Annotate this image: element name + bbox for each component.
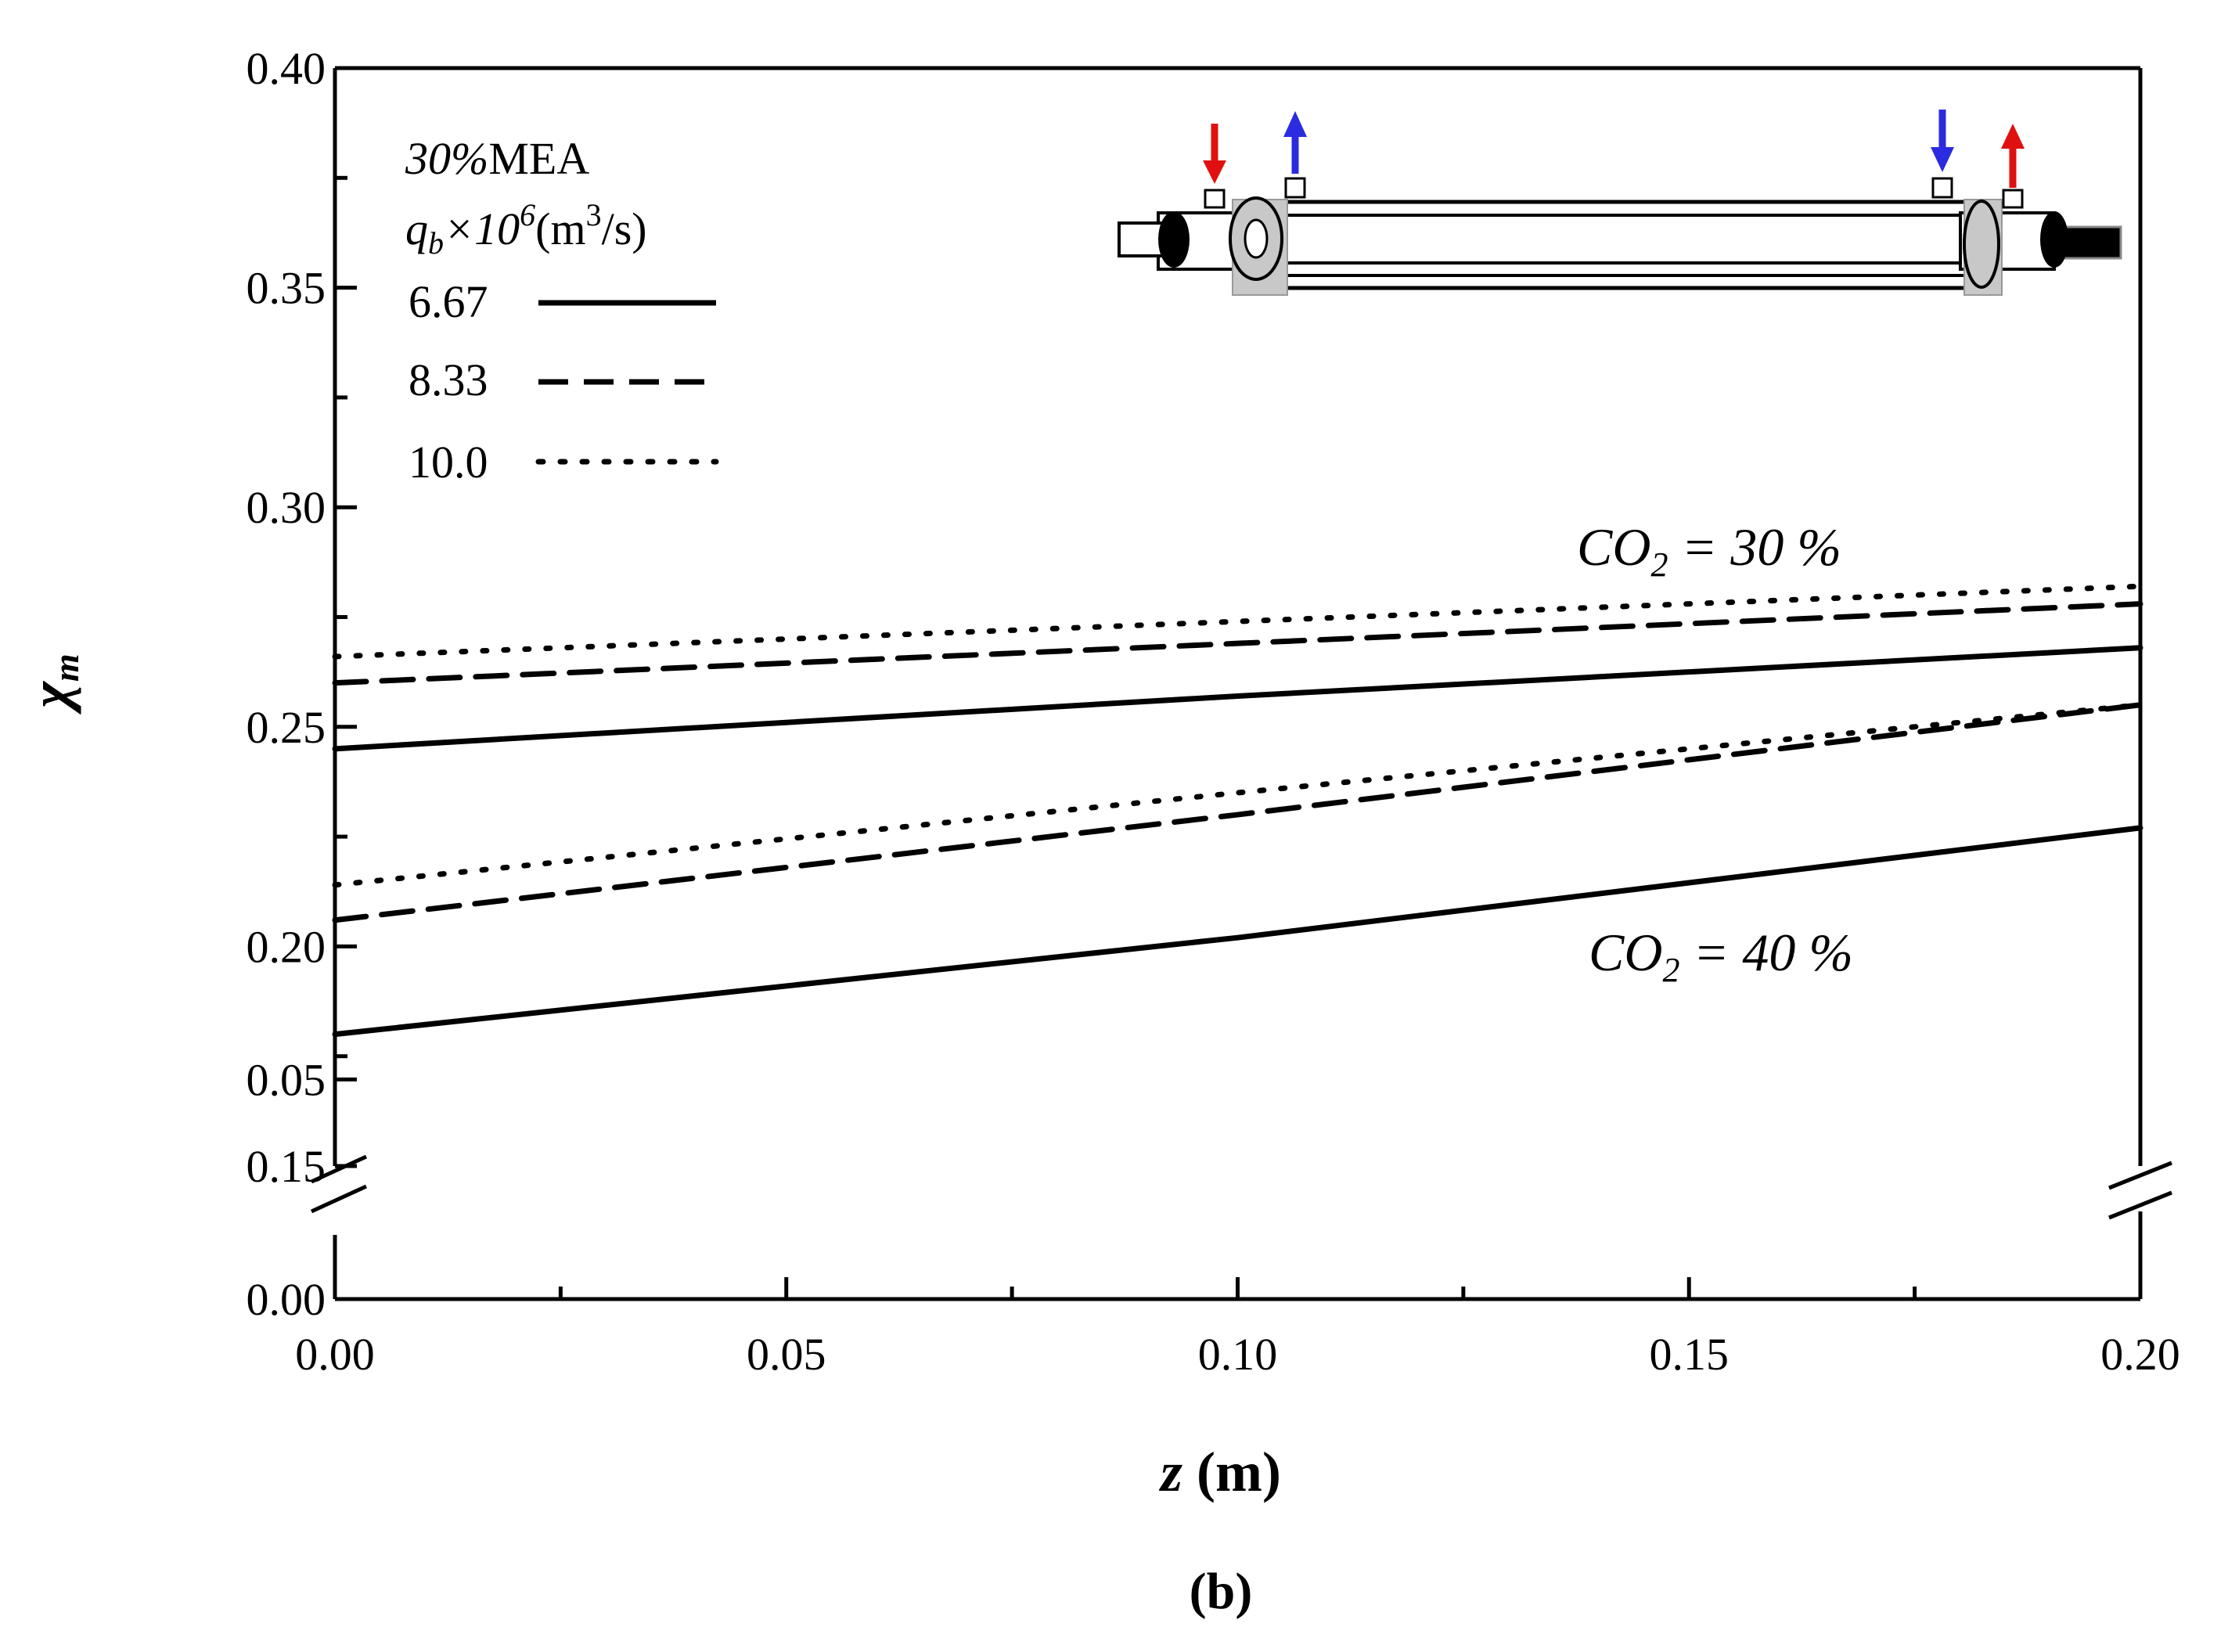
- series-line-solid: [332, 645, 2143, 752]
- x-tick-label: 0.05: [747, 1329, 826, 1380]
- y-tick-label: 0.25: [247, 702, 326, 753]
- y-tick-label: 0.15: [247, 1141, 326, 1192]
- axis-break-mark: [2108, 1161, 2172, 1190]
- figure-caption: (b): [1190, 1563, 1253, 1620]
- axis-break-mark: [310, 1184, 368, 1214]
- x-tick-label: 0.15: [1650, 1329, 1729, 1380]
- port-liquid-out: [2002, 189, 2024, 209]
- x-tick-label: 0.10: [1198, 1329, 1278, 1380]
- series-line-dashed: [332, 601, 2143, 686]
- port-liquid-in: [1204, 189, 1226, 209]
- x-tick-label: 0.20: [2100, 1329, 2180, 1380]
- membrane-module-illustration: [1118, 110, 2122, 296]
- legend-parameter: qb×106(m3/s): [405, 197, 647, 261]
- arrow-up-red-icon: [2001, 124, 2025, 188]
- y-tick-label: 0.35: [247, 263, 326, 314]
- right-plug: [2040, 211, 2068, 268]
- y-tick-label: 0.40: [247, 43, 326, 94]
- series-line-dotted: [332, 702, 2143, 888]
- x-axis-label: z (m): [1158, 1441, 1281, 1503]
- legend-title: 30%MEA: [405, 133, 589, 184]
- annotation-co2-40: CO2 = 40 %: [1589, 923, 1853, 989]
- legend-entry-label: 6.67: [409, 276, 488, 327]
- x-tick-label: 0.00: [295, 1329, 375, 1380]
- left-flange-hole: [1244, 218, 1269, 259]
- series-line-dashed: [332, 702, 2143, 923]
- annotation-co2-30: CO2 = 30 %: [1577, 517, 1841, 584]
- arrow-down-red-icon: [1203, 124, 1226, 184]
- y-tick-label: 0.30: [247, 482, 326, 533]
- y-tick-label: 0.20: [247, 921, 326, 972]
- series-line-dotted: [332, 583, 2143, 660]
- right-flange-ring: [1963, 200, 2000, 289]
- legend-entry-label: 8.33: [409, 355, 488, 405]
- axis-break-mark: [310, 1154, 368, 1184]
- legend-entry-label: 10.0: [409, 437, 488, 488]
- arrow-up-blue-icon: [1283, 111, 1307, 174]
- y-axis-label: χm: [19, 653, 86, 714]
- data-series: [332, 583, 2143, 1038]
- series-line-solid: [332, 825, 2143, 1038]
- port-gas-out: [1284, 177, 1306, 199]
- axis-break-mark: [2108, 1190, 2172, 1220]
- legend: 30%MEA qb×106(m3/s) 6.67 8.33 10.0: [405, 133, 719, 488]
- left-plug: [1158, 211, 1190, 268]
- y-tick-label: 0.05: [247, 1054, 326, 1105]
- port-gas-in: [1931, 177, 1953, 199]
- arrow-down-blue-icon: [1931, 110, 1954, 172]
- axis-ticks: 0.15 0.20 0.25 0.30 0.35 0.40 0.00 0.05 0.00 0.05…: [247, 43, 2180, 1380]
- y-tick-label: 0.00: [247, 1274, 326, 1325]
